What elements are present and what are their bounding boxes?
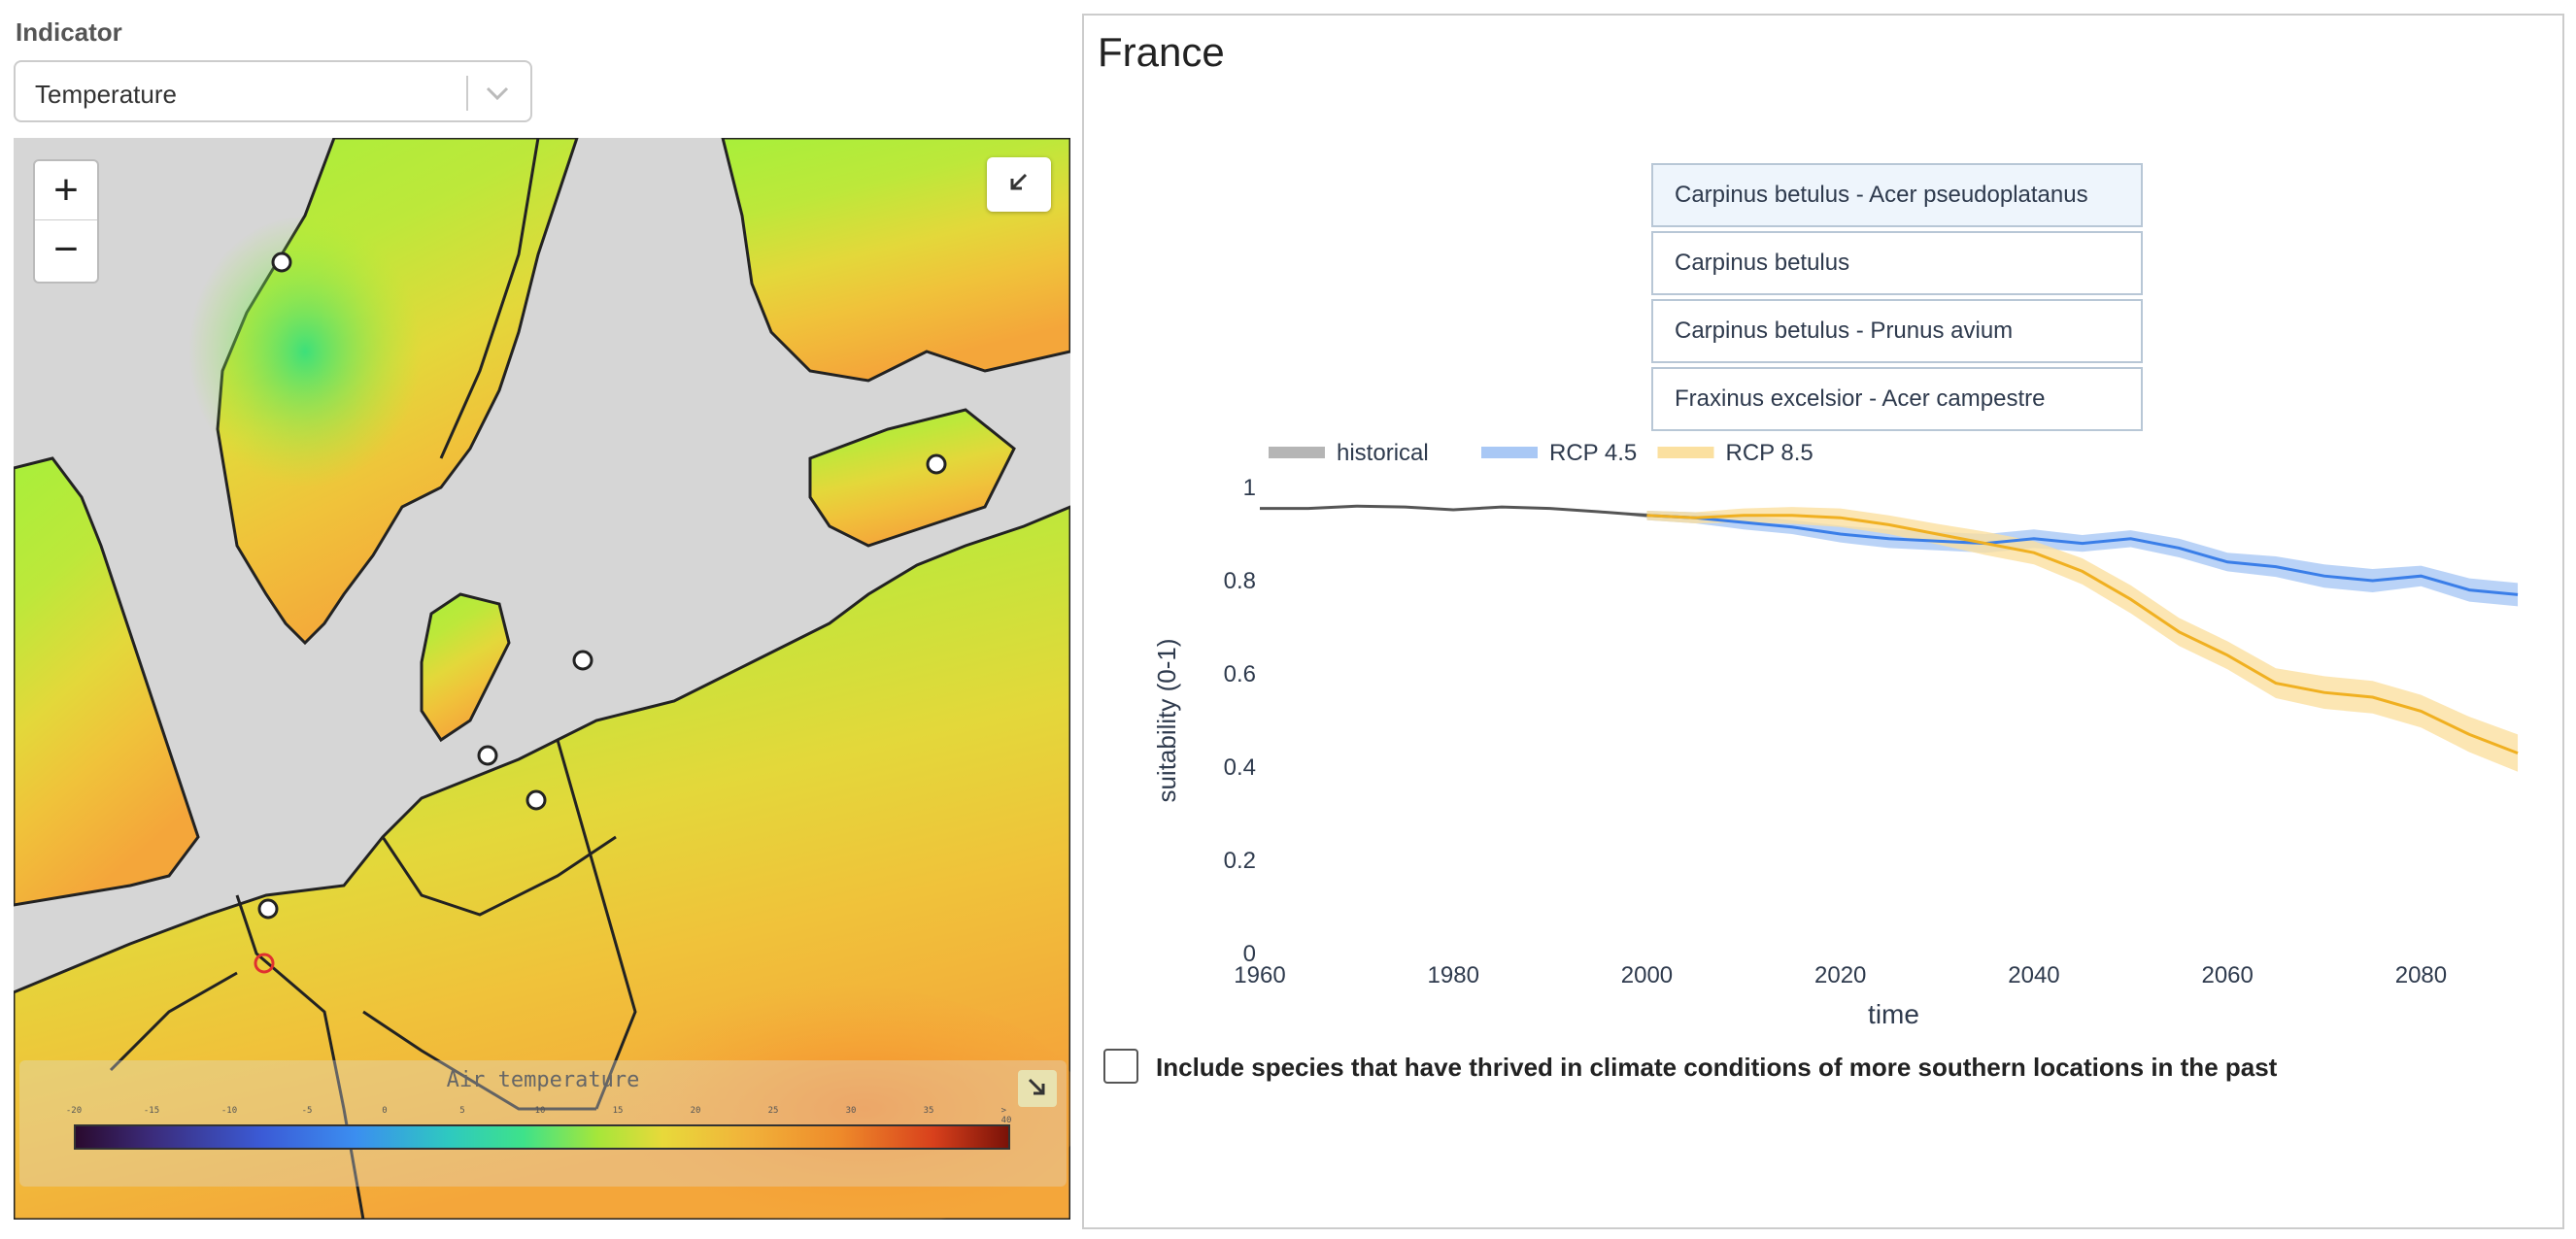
land-baltics [808, 408, 1016, 548]
species-option[interactable]: Fraxinus excelsior - Acer campestre [1651, 367, 2143, 431]
y-tick-label: 0 [1243, 941, 1256, 967]
y-tick-label: 0.4 [1224, 754, 1256, 781]
y-tick-label: 1 [1243, 475, 1256, 501]
zoom-in-button[interactable]: + [35, 161, 97, 220]
chart-panel: France 0 0.2 0.4 0.6 0.8 1 1960 1980 2000 2020 204… [1082, 14, 2564, 1229]
location-marker [257, 898, 279, 920]
species-option[interactable]: Carpinus betulus [1651, 231, 2143, 295]
x-tick-label: 2000 [1621, 962, 1673, 988]
species-option[interactable]: Carpinus betulus - Acer pseudoplatanus [1651, 163, 2143, 227]
arrow-down-right-icon [1028, 1078, 1045, 1095]
chart-title: France [1098, 29, 1225, 75]
suitability-chart[interactable]: 0 0.2 0.4 0.6 0.8 1 1960 1980 2000 2020 2040 2060 20… [1084, 16, 2562, 1227]
species-option[interactable]: Carpinus betulus - Prunus avium [1651, 299, 2143, 363]
y-tick-label: 0.8 [1224, 568, 1256, 594]
land-denmark [420, 592, 511, 743]
legend-tick-label: 20 [690, 1106, 701, 1116]
x-tick-label: 2060 [2201, 962, 2253, 988]
map-canvas[interactable] [14, 138, 1070, 1220]
location-marker [926, 453, 947, 475]
arrow-down-left-icon [1010, 173, 1028, 190]
legend-tick-label: 15 [612, 1106, 624, 1116]
series-line [1260, 504, 1647, 518]
x-tick-label: 1980 [1428, 962, 1479, 988]
legend-swatch [1481, 447, 1538, 458]
legend-tick-label: -15 [143, 1106, 160, 1116]
legend-tick-label: -5 [301, 1106, 313, 1116]
zoom-out-button[interactable]: − [53, 225, 79, 273]
x-tick-label: 2080 [2395, 962, 2447, 988]
legend-tick-label: 30 [845, 1106, 857, 1116]
legend-tick-label: 5 [459, 1106, 465, 1116]
location-marker [477, 745, 498, 766]
y-axis-title: suitability (0-1) [1152, 638, 1181, 802]
land-finland [721, 138, 1070, 383]
legend-tick-label: > 40 [1000, 1106, 1012, 1125]
indicator-select[interactable]: Temperature [14, 60, 532, 122]
legend-entry: historical [1337, 440, 1429, 466]
land-britain [14, 456, 200, 907]
legend-entry: RCP 4.5 [1549, 440, 1637, 466]
zoom-control: + − [33, 159, 99, 284]
legend-tick-label: -20 [65, 1106, 83, 1116]
series-band [1646, 507, 2519, 772]
x-tick-label: 2040 [2008, 962, 2059, 988]
indicator-label: Indicator [16, 17, 122, 47]
location-marker [525, 789, 547, 811]
y-tick-label: 0.6 [1224, 661, 1256, 687]
legend-tick-label: -10 [220, 1106, 238, 1116]
location-marker-selected [254, 953, 275, 974]
temperature-legend: Air temperature -20 -15 -10 -5 0 5 10 15 20 25 30 3… [19, 1060, 1067, 1187]
legend-entry: RCP 8.5 [1726, 440, 1813, 466]
x-tick-label: 1960 [1234, 962, 1285, 988]
x-tick-label: 2020 [1814, 962, 1866, 988]
collapse-button[interactable] [987, 157, 1051, 212]
species-list: Carpinus betulus - Acer pseudoplatanus Ca… [1651, 163, 2143, 435]
x-axis-title: time [1868, 999, 1919, 1029]
series-band [1646, 511, 2519, 607]
borders [109, 138, 637, 1220]
series-line [1646, 514, 2519, 754]
legend-ticks: -20 -15 -10 -5 0 5 10 15 20 25 30 35 > 40 [66, 1106, 1012, 1125]
southern-species-label: Include species that have thrived in cli… [1156, 1053, 2278, 1082]
expand-legend-button[interactable] [1018, 1070, 1057, 1107]
series-line [1646, 514, 2519, 596]
location-marker [271, 251, 292, 273]
legend-swatch [1269, 447, 1325, 458]
legend-tick-label: 10 [534, 1106, 546, 1116]
southern-species-checkbox[interactable] [1103, 1049, 1138, 1084]
y-tick-label: 0.2 [1224, 848, 1256, 874]
location-marker [572, 650, 593, 671]
colorbar [74, 1124, 1010, 1150]
legend-swatch [1657, 447, 1714, 458]
legend-tick-label: 35 [923, 1106, 934, 1116]
map-view[interactable]: + − Air temperature -20 -15 -10 -5 0 5 10 15 20 2… [14, 138, 1070, 1220]
select-separator [466, 76, 468, 111]
chevron-down-icon[interactable] [482, 76, 513, 111]
legend-title: Air temperature [446, 1068, 640, 1092]
indicator-select-value: Temperature [35, 80, 177, 109]
legend-tick-label: 0 [382, 1106, 388, 1116]
legend-tick-label: 25 [767, 1106, 779, 1116]
